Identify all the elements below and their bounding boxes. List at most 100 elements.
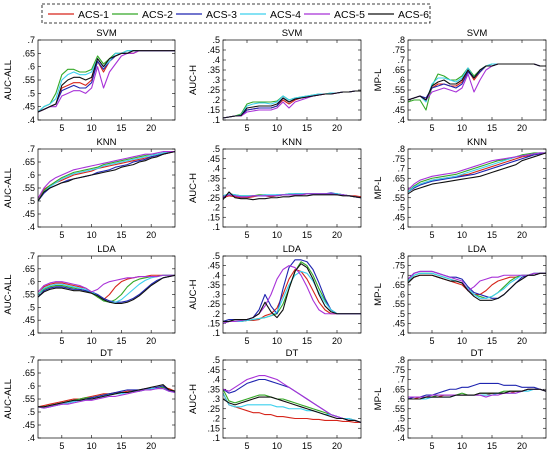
y-tick-label: .7 [397, 270, 405, 280]
plot-frame [37, 148, 176, 228]
y-tick-label: .25 [207, 85, 220, 95]
series-line-acs-6 [408, 63, 546, 101]
y-tick-label: .55 [392, 85, 405, 95]
x-tick-label: 5 [59, 336, 64, 346]
y-tick-label: .5 [212, 144, 220, 154]
y-tick-label: .6 [27, 381, 35, 391]
series-line-acs-5 [38, 50, 175, 113]
x-tick-label: 15 [302, 123, 312, 133]
y-tick-label: .45 [392, 105, 405, 115]
legend: ACS-1 ACS-2 ACS-3 ACS-4 ACS-5 ACS-6 [41, 3, 431, 24]
x-tick-label: 5 [59, 441, 64, 451]
y-tick-label: .55 [22, 183, 35, 193]
y-tick-label: .7 [27, 251, 35, 261]
series-line-acs-4 [408, 152, 546, 193]
chart-title: SVM [282, 28, 303, 39]
y-axis-label: MP-L [373, 177, 384, 200]
y-tick-label: .3 [212, 75, 220, 85]
y-tick-label: .7 [397, 375, 405, 385]
y-axis-label: MP-L [373, 69, 384, 92]
chart-title: DT [286, 348, 299, 359]
chart-title: DT [100, 348, 113, 359]
chart-panel: LDA MP-L .4.45.5.55.6.65.7.75.8 5 10 15 20 [373, 244, 547, 346]
x-tick-label: 20 [146, 336, 156, 346]
x-tick-label: 10 [272, 123, 282, 133]
series-line-acs-3 [223, 378, 361, 423]
series-line-acs-6 [408, 388, 546, 400]
chart-title: KNN [282, 137, 302, 148]
y-tick-label: .45 [207, 261, 220, 271]
y-tick-label: .4 [397, 115, 405, 125]
x-tick-label: 20 [146, 123, 156, 133]
chart-title: KNN [96, 137, 116, 148]
x-tick-label: 20 [517, 123, 527, 133]
legend-label: ACS-4 [270, 9, 301, 21]
x-tick-label: 15 [302, 441, 312, 451]
x-tick-label: 10 [87, 441, 97, 451]
series-line-acs-5 [408, 152, 546, 191]
y-tick-label: .5 [397, 203, 405, 213]
x-tick-label: 15 [487, 441, 497, 451]
y-tick-label: .4 [397, 328, 405, 338]
x-tick-label: 5 [429, 230, 434, 240]
x-tick-label: 20 [332, 123, 342, 133]
series-line-acs-6 [223, 191, 361, 201]
y-tick-label: .1 [212, 222, 220, 232]
plot-frame [222, 39, 362, 121]
legend-label: ACS-2 [142, 9, 173, 21]
series-line-acs-6 [223, 90, 361, 119]
series-group [223, 375, 361, 423]
y-tick-label: .2 [212, 95, 220, 105]
chart-panel: KNN AUC-H .1.15.2.25.3.35.4.45.5 5 10 15 20 [188, 137, 362, 240]
plot-frame [407, 359, 547, 439]
x-tick-label: 15 [487, 123, 497, 133]
y-tick-label: .8 [397, 144, 405, 154]
y-tick-label: .1 [212, 433, 220, 443]
y-tick-label: .15 [207, 105, 220, 115]
y-tick-label: .1 [212, 328, 220, 338]
y-tick-label: .35 [207, 384, 220, 394]
y-tick-label: .35 [207, 280, 220, 290]
plot-frame [407, 39, 547, 121]
y-axis-label: AUC-H [188, 173, 199, 203]
plot-frame [407, 255, 547, 334]
x-tick-label: 15 [116, 123, 126, 133]
y-axis-label: AUC-H [188, 279, 199, 309]
y-tick-label: .25 [207, 404, 220, 414]
chart-title: LDA [283, 244, 302, 255]
y-tick-label: .35 [207, 65, 220, 75]
chart-panel: SVM AUC-H .1.15.2.25.3.35.4.45.5 5 10 15 20 [188, 28, 362, 133]
series-line-acs-2 [408, 152, 546, 193]
y-tick-label: .8 [397, 251, 405, 261]
y-tick-label: .6 [397, 290, 405, 300]
chart-title: LDA [468, 244, 487, 255]
y-tick-label: .15 [207, 423, 220, 433]
series-group [223, 90, 361, 119]
y-tick-label: .65 [392, 173, 405, 183]
chart-panel: DT AUC-H .1.15.2.25.3.35.4.45.5 5 10 15 20 [188, 348, 362, 451]
y-tick-label: .75 [392, 154, 405, 164]
y-tick-label: .6 [27, 277, 35, 287]
y-tick-label: .65 [22, 368, 35, 378]
y-tick-label: .55 [22, 394, 35, 404]
series-line-acs-3 [223, 259, 361, 322]
y-tick-label: .45 [392, 212, 405, 222]
x-tick-label: 10 [87, 336, 97, 346]
y-axis-label: AUC-H [188, 65, 199, 95]
y-tick-label: .4 [397, 222, 405, 232]
plot-frame [222, 255, 362, 334]
legend-label: ACS-3 [206, 9, 237, 21]
y-tick-label: .6 [27, 62, 35, 72]
plot-frame [37, 359, 176, 439]
x-tick-label: 5 [429, 123, 434, 133]
y-tick-label: .65 [22, 157, 35, 167]
y-tick-label: .55 [392, 299, 405, 309]
chart-panel: LDA AUC-H .1.15.2.25.3.35.4.45.5 5 10 15 20 [188, 244, 362, 346]
y-tick-label: .55 [392, 404, 405, 414]
y-tick-label: .45 [22, 102, 35, 112]
y-tick-label: .25 [207, 299, 220, 309]
plot-frame [37, 39, 176, 121]
x-tick-label: 10 [87, 230, 97, 240]
